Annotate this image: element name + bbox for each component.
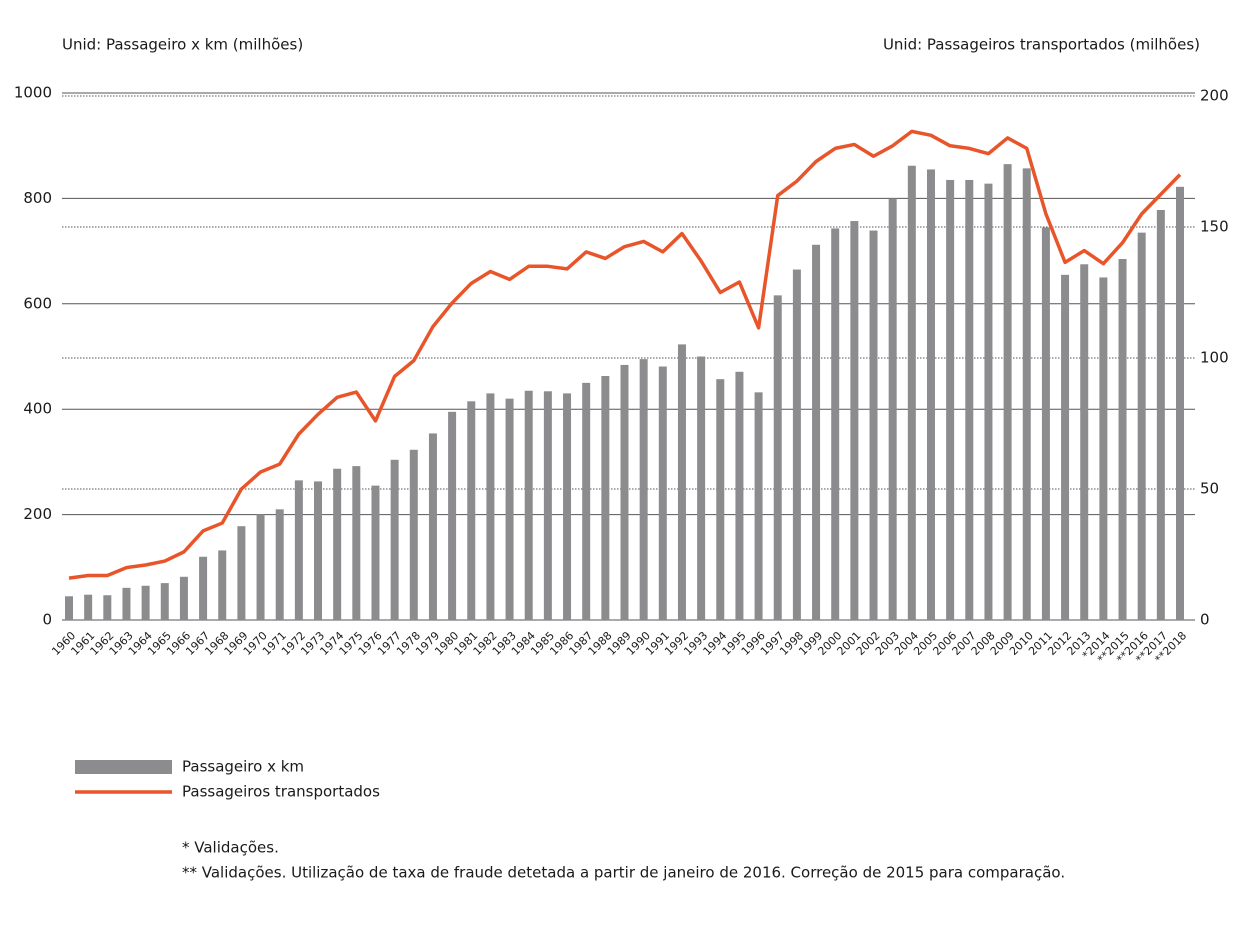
- bar: [697, 356, 706, 620]
- bar: [486, 393, 495, 620]
- y-tick-label: 400: [23, 400, 52, 418]
- bar: [84, 594, 93, 620]
- legend-label: Passageiro x km: [182, 758, 304, 776]
- legend-swatch: [75, 760, 172, 774]
- bar: [754, 392, 763, 620]
- bar: [122, 587, 131, 620]
- bar: [294, 480, 303, 620]
- bar: [677, 344, 686, 620]
- y-tick-label: 800: [23, 189, 52, 207]
- bar: [658, 366, 667, 620]
- bar: [582, 382, 591, 620]
- bar: [256, 514, 265, 620]
- bar: [352, 466, 361, 620]
- bar: [333, 468, 342, 620]
- y-tick-label: 1000: [14, 84, 52, 102]
- bar: [620, 364, 629, 620]
- bar: [467, 401, 476, 620]
- bar: [543, 391, 552, 620]
- bar: [1061, 274, 1070, 620]
- bar: [1099, 277, 1108, 620]
- bar: [141, 585, 150, 620]
- bar: [218, 550, 227, 620]
- y-tick-label: 0: [42, 611, 52, 629]
- bar: [390, 459, 399, 620]
- note: ** Validações. Utilização de taxa de fra…: [182, 864, 1065, 882]
- bar: [563, 393, 572, 620]
- line: [68, 129, 1182, 580]
- bar: [1022, 168, 1031, 620]
- bar: [103, 595, 112, 620]
- bar: [888, 198, 897, 620]
- bar: [926, 169, 935, 621]
- bar: [65, 596, 73, 620]
- bar: [275, 509, 284, 620]
- y2-tick-label: 50: [1200, 480, 1219, 498]
- bar: [792, 269, 801, 620]
- note: * Validações.: [182, 839, 279, 857]
- bar: [812, 244, 821, 620]
- legend-label: Passageiros transportados: [182, 783, 380, 801]
- y-axis-label: Unid: Passageiro x km (milhões): [62, 36, 303, 54]
- y2-axis-label: Unid: Passageiros transportados (milhões…: [883, 36, 1200, 54]
- y-tick-label: 600: [23, 294, 52, 312]
- bar: [371, 485, 380, 620]
- bar: [1003, 164, 1012, 620]
- bar: [984, 183, 993, 621]
- bar: [524, 390, 533, 620]
- bar: [716, 379, 725, 620]
- bar: [1176, 186, 1184, 620]
- y2-tick-label: 0: [1200, 611, 1210, 629]
- bar: [409, 449, 418, 620]
- bar: [850, 221, 859, 620]
- bar: [237, 526, 246, 620]
- y2-tick-label: 200: [1200, 87, 1229, 105]
- bar: [965, 179, 974, 620]
- bar: [448, 411, 457, 620]
- bar: [428, 433, 437, 620]
- bar: [1137, 232, 1146, 620]
- y2-tick-label: 100: [1200, 349, 1229, 367]
- y2-tick-label: 150: [1200, 218, 1229, 236]
- bar: [1041, 227, 1050, 620]
- y-tick-label: 200: [23, 505, 52, 523]
- bar: [946, 179, 955, 620]
- bar: [735, 371, 744, 620]
- bar: [601, 375, 610, 620]
- bar: [179, 576, 188, 620]
- bar: [773, 295, 782, 620]
- bar: [505, 398, 514, 620]
- bar: [831, 228, 840, 620]
- bar: [314, 481, 323, 620]
- bar: [639, 359, 648, 620]
- bar: [199, 556, 208, 620]
- bar: [907, 165, 916, 620]
- bar: [1080, 264, 1089, 620]
- bar: [869, 230, 878, 620]
- bar: [1118, 259, 1127, 620]
- bar: [1156, 209, 1165, 620]
- bar: [160, 583, 169, 620]
